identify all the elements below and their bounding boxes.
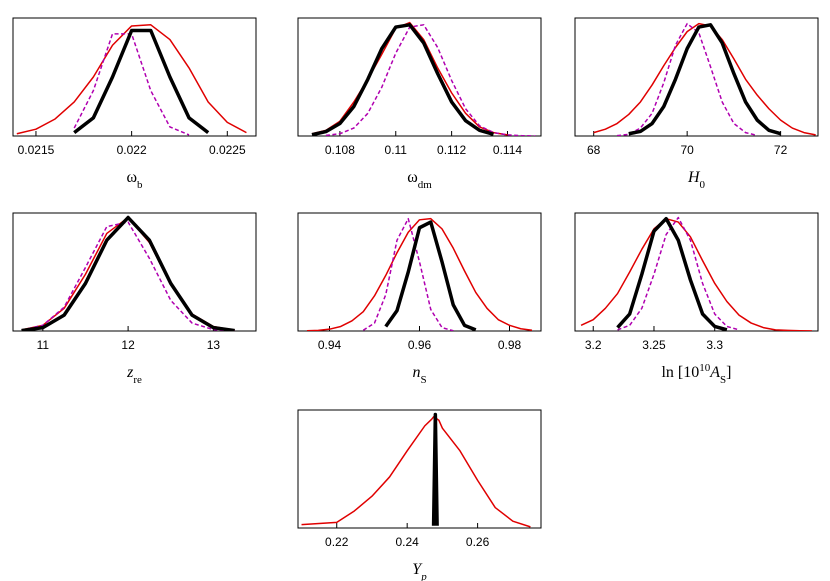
x-axis-label-part: re	[133, 374, 142, 386]
x-axis-label-part: b	[137, 179, 143, 191]
x-tick-label: 0.022	[117, 143, 147, 157]
panel: 68 70 72 H0	[574, 17, 819, 191]
x-tick-label: 3.25	[642, 338, 666, 352]
density-line	[21, 216, 235, 331]
x-axis-label: nS	[412, 364, 426, 386]
plot-frame	[12, 17, 257, 137]
x-axis-label-part: H	[687, 169, 701, 186]
plot-frame	[12, 212, 257, 332]
density-line	[311, 23, 494, 136]
x-axis-label: ωb	[126, 169, 143, 191]
density-line	[617, 216, 740, 331]
plot-frame	[574, 212, 819, 332]
x-tick-label: 0.24	[395, 535, 419, 549]
density-line	[21, 215, 235, 331]
panel: 3.2 3.25 3.3 ln [1010AS]	[574, 212, 819, 386]
x-tick-label: 0.108	[325, 143, 355, 157]
x-tick-label: 3.2	[585, 338, 602, 352]
x-axis-label: ωdm	[407, 169, 432, 191]
density-line	[362, 217, 454, 331]
x-axis-label: zre	[126, 364, 142, 386]
density-line	[593, 22, 816, 136]
density-line	[628, 23, 782, 136]
density-line	[616, 216, 728, 331]
x-axis-label-part: A	[709, 364, 720, 381]
density-line	[301, 416, 531, 528]
x-axis-label-part: p	[420, 571, 427, 581]
x-axis-label-part: S	[420, 374, 426, 386]
density-line	[16, 24, 247, 135]
plot-frame	[297, 409, 542, 529]
plot-frame	[574, 17, 819, 137]
plot-frame	[297, 17, 542, 137]
x-axis-label: ln [1010AS]	[661, 362, 731, 386]
panel: 11 12 13 zre	[12, 212, 257, 386]
x-tick-label: 0.22	[325, 535, 349, 549]
x-axis-label-part: ω	[407, 169, 418, 186]
density-line	[580, 217, 812, 331]
density-line	[21, 221, 235, 331]
density-line	[431, 412, 439, 526]
x-tick-label: 70	[680, 143, 694, 157]
x-axis-label-part: 0	[700, 179, 706, 191]
density-line	[73, 33, 190, 136]
x-axis-label: Yp	[412, 561, 427, 581]
x-axis-label-part: ln [10	[661, 364, 699, 381]
x-axis-label-part: ]	[726, 364, 731, 381]
density-line	[384, 220, 477, 331]
x-tick-label: 0.96	[408, 338, 432, 352]
x-tick-label: 68	[587, 143, 601, 157]
x-tick-label: 11	[37, 338, 50, 352]
x-tick-label: 3.3	[706, 338, 723, 352]
x-tick-label: 0.26	[466, 535, 490, 549]
x-tick-label: 0.112	[437, 143, 466, 157]
x-axis-label: H0	[687, 169, 706, 191]
density-line	[311, 21, 508, 136]
x-axis-label-part: Y	[412, 561, 423, 578]
panel: 0.0215 0.022 0.0225 ωb	[12, 17, 257, 191]
x-tick-label: 0.98	[498, 338, 522, 352]
x-tick-label: 0.0225	[209, 143, 246, 157]
x-axis-label-part: z	[126, 364, 134, 381]
density-line	[73, 28, 210, 134]
panel: 0.22 0.24 0.26 Yp	[297, 409, 542, 581]
x-tick-label: 0.94	[318, 338, 342, 352]
x-tick-label: 0.0215	[18, 143, 55, 157]
x-tick-label: 13	[207, 338, 221, 352]
x-tick-label: 72	[774, 143, 788, 157]
x-axis-label-part: dm	[418, 179, 433, 191]
x-axis-label-part: 10	[699, 362, 711, 374]
density-line	[306, 217, 533, 331]
x-tick-label: 0.11	[385, 143, 408, 157]
x-axis-label-part: n	[412, 364, 420, 381]
x-axis-label-part: S	[720, 374, 726, 386]
density-line	[325, 24, 536, 136]
density-line	[616, 22, 758, 136]
panel: 0.94 0.96 0.98 nS	[297, 212, 542, 386]
x-axis-label-part: ω	[126, 169, 137, 186]
x-tick-label: 12	[121, 338, 135, 352]
panel: 0.108 0.11 0.112 0.114 ωdm	[297, 17, 542, 191]
x-tick-label: 0.114	[493, 143, 522, 157]
